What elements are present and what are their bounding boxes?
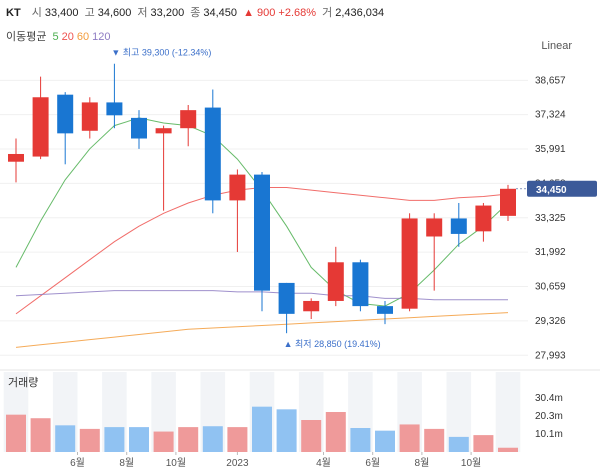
price-tick-label: 27,993 (535, 350, 566, 361)
high-value: 34,600 (97, 7, 132, 19)
volume-bars (6, 406, 518, 452)
time-tick-label: 2023 (226, 458, 249, 469)
price-tick-label: 37,324 (535, 110, 566, 121)
time-tick-label: 10월 (461, 457, 481, 469)
price-tick-label: 35,991 (535, 144, 566, 155)
high-annotation: ▼ 최고 39,300 (-12.34%) (111, 48, 211, 58)
candle-body (278, 282, 295, 314)
price-header: KT 시 33,400 고 34,600 저 33,200 종 34,450 ▲ 900… (6, 4, 387, 20)
volume-bar (325, 412, 346, 452)
symbol-label: KT (6, 7, 21, 19)
ma-legend-title: 이동평균 (6, 31, 47, 43)
volume-bar (301, 420, 322, 452)
ma-legend-item: 5 (52, 31, 59, 43)
candle-body (500, 188, 516, 216)
time-tick-label: 6월 (365, 457, 380, 469)
low-value: 33,200 (150, 7, 185, 19)
volume-bar (30, 418, 51, 452)
change-pct: +2.68% (278, 7, 317, 19)
candle-body (204, 107, 221, 201)
ma-line-ma60 (15, 312, 509, 348)
price-tick-label: 31,992 (535, 247, 566, 258)
candle-body (401, 218, 418, 309)
last-price-tag: 34,450 (516, 180, 597, 197)
candle-body (426, 218, 443, 237)
ma-legend-item: 120 (92, 31, 111, 43)
candle-body (8, 153, 24, 162)
price-tick-label: 33,325 (535, 213, 566, 224)
volume-bar (424, 428, 445, 452)
volume-bar (153, 431, 174, 452)
volume-tick-label: 30.4m (535, 393, 563, 404)
volume-bar (55, 425, 76, 452)
open-value: 33,400 (44, 7, 79, 19)
volume-bar (375, 430, 395, 452)
candle-body (131, 117, 147, 139)
volume-bar (448, 436, 469, 452)
candle-body (303, 300, 320, 312)
close-label: 종 (190, 7, 201, 19)
candle-body (81, 102, 98, 131)
candle-body (475, 205, 492, 232)
volume-bar (276, 409, 297, 452)
low-annotation: ▲ 최저 28,850 (19.41%) (284, 339, 381, 349)
candle-body (229, 174, 246, 201)
candle-body (106, 102, 123, 116)
candles (8, 63, 516, 334)
candle-body (32, 97, 49, 157)
moving-average-legend: 이동평균 5 20 60 120 (6, 28, 117, 44)
time-tick-label: 10월 (166, 457, 186, 469)
ma-legend-items: 5 20 60 120 (53, 31, 114, 43)
time-tick-label: 8월 (119, 457, 134, 469)
price-axis: 38,65737,32435,99134,65833,32531,99230,6… (535, 75, 566, 361)
last-price-label: 34,450 (536, 185, 567, 196)
volume-bar (6, 414, 26, 452)
candle-body (180, 110, 197, 129)
candle-body (327, 262, 344, 301)
time-tick-label: 4월 (316, 457, 331, 469)
volume-value: 2,436,034 (335, 7, 385, 19)
open-label: 시 (31, 7, 42, 19)
volume-band (495, 372, 521, 452)
volume-bar (202, 426, 223, 452)
ma-legend-item: 20 (61, 31, 74, 43)
volume-bar (252, 406, 272, 452)
volume-bar (498, 447, 518, 452)
volume-label: 거 (322, 7, 333, 19)
candle-body (57, 94, 74, 134)
time-tick-label: 8월 (415, 457, 430, 469)
candle-body (254, 174, 270, 291)
low-label: 저 (137, 7, 148, 19)
high-label: 고 (84, 7, 95, 19)
candle-body (450, 218, 467, 234)
volume-bar (350, 428, 371, 452)
volume-axis: 30.4m 20.3m 10.1m (535, 393, 563, 440)
volume-tick-label: 20.3m (535, 411, 563, 422)
volume-tick-label: 10.1m (535, 429, 563, 440)
volume-bar (473, 435, 494, 452)
price-tick-label: 29,326 (535, 316, 566, 327)
change-value: ▲ 900 (243, 7, 276, 19)
time-tick-label: 6월 (70, 457, 85, 469)
scale-toggle-button[interactable]: Linear (541, 40, 572, 52)
candle-body (352, 262, 369, 307)
volume-bar (79, 428, 100, 452)
candle-body (155, 128, 172, 134)
candle-body (377, 306, 393, 314)
volume-bar (129, 427, 149, 452)
volume-bar (178, 427, 199, 452)
annotations: ▼ 최고 39,300 (-12.34%) ▲ 최저 28,850 (19.41%… (111, 48, 380, 349)
price-tick-label: 38,657 (535, 75, 566, 86)
last-price-tag-bg (527, 180, 597, 197)
close-value: 34,450 (203, 7, 238, 19)
price-tick-label: 30,659 (535, 282, 566, 293)
volume-title: 거래량 (8, 376, 38, 389)
volume-bar (104, 427, 125, 452)
time-axis: 6월 8월 10월 2023 4월 6월 8월 10월 (70, 452, 481, 469)
volume-bar (399, 424, 420, 452)
ma-legend-item: 60 (76, 31, 90, 43)
volume-bar (227, 427, 248, 452)
